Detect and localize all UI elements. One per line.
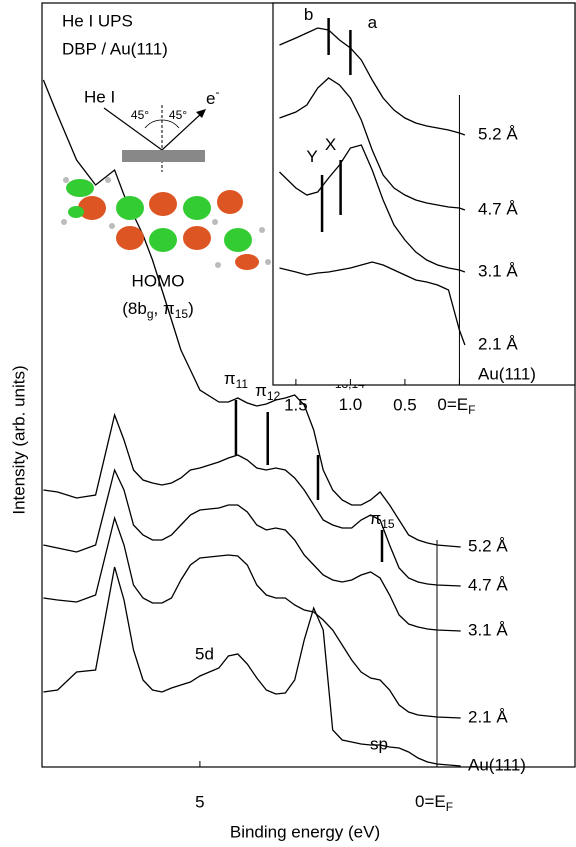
lobe [183,196,211,220]
emitted-beam [161,111,204,151]
lobe [116,196,144,220]
chart-subtitle: DBP / Au(111) [62,39,168,58]
angle-label: 45° [131,108,149,122]
peak-text: π [369,509,381,528]
y-axis-label: Intensity (arb. units) [9,365,28,514]
orbital-symmetry: (8bg, π15) [122,299,193,321]
spectrum [43,412,461,587]
peak-label: π12 [255,381,280,403]
peak-label: b [304,5,313,24]
symbol-text: , π [154,299,175,318]
molecule-orbital [61,177,271,270]
legend-label: 2.1 Å [478,334,518,353]
subscript: g [147,307,154,321]
symbol-text: (8b [122,299,147,318]
lobe [149,228,177,252]
legend-label: 3.1 Å [478,261,518,280]
arrow-head [196,109,206,118]
peak-label: Y [306,147,317,166]
electron-label: e- [206,85,219,108]
peak-subscript: 12 [267,389,281,403]
legend-label: 4.7 Å [478,199,518,218]
incident-beam [103,107,163,151]
x-tick-label: 1.0 [339,395,363,414]
geometry-sketch: He I 45° 45° e- [84,85,219,172]
x-tick-label: 0.5 [393,395,417,414]
peak-text: b [304,5,313,24]
electron-charge: - [215,85,219,99]
inset-plot: 1.5 1.0 0.5 0=EF 5.2 Å 4.7 Å 3.1 Å 2.1 Å b a YX Au(… [279,5,536,417]
spectrum [279,261,466,346]
spectrum [279,144,466,273]
tick-subscript: F [468,403,475,417]
subscript: 15 [175,307,189,321]
tick-text: 1.0 [339,395,363,414]
inset-frame [272,2,576,386]
peak-text: π [255,381,267,400]
annotation: 5d [195,644,214,663]
spectrum [279,27,466,136]
peak-label: X [325,135,336,154]
legend-label: 5.2 Å [478,124,518,143]
electron-symbol: e [206,89,215,108]
lobe [78,196,106,220]
chart-title: He I UPS [62,11,133,30]
tick-text: 0=E [415,792,446,811]
lobe [149,192,177,216]
lobe [116,226,144,250]
spectrum [43,468,461,632]
symbol-text: ) [188,299,194,318]
peak-text: Y [306,147,317,166]
peak-label: π15 [369,509,394,531]
spectrum [279,77,466,211]
lobe [235,254,259,270]
main-plot: 5 0=EF5.2 Å4.7 Å3.1 Å2.1 ÅAu(111)π11 π12π1… [42,79,526,814]
legend-label: 3.1 Å [468,620,508,639]
peak-text: X [325,135,336,154]
beam-label: He I [84,87,115,106]
orbital-label: HOMO [132,271,185,290]
lobe [217,190,243,214]
spectrum [42,79,461,548]
angle-label: 45° [169,108,187,122]
x-tick-label: 5 [195,792,204,811]
peak-text: π [224,369,236,388]
x-tick-label: 1.5 [284,395,308,414]
legend-label: 2.1 Å [468,707,508,726]
annotation: Au(111) [478,364,536,383]
peak-label: a [368,13,378,32]
peak-subscript: 15 [381,517,395,531]
peak-subscript: 11 [236,377,249,391]
angle-arc [144,119,180,129]
lobe [183,226,211,250]
spectrum [43,566,461,767]
lobe [68,206,84,218]
legend-label: 4.7 Å [468,575,508,594]
spectrum [43,515,461,719]
annotation: sp [370,734,388,753]
x-tick-label: 0=EF [437,395,475,417]
tick-subscript: F [446,800,453,814]
x-axis-label: Binding energy (eV) [230,822,380,841]
legend-label: Au(111) [468,755,526,774]
lobe [224,228,252,252]
tick-text: 0=E [437,395,468,414]
legend-label: 5.2 Å [468,536,508,555]
x-tick-label: 0=EF [415,792,453,814]
peak-label: π11 [224,369,249,391]
atoms [61,177,271,268]
peak-text: a [368,13,378,32]
sample-plate [122,150,205,162]
lobe [66,179,94,197]
